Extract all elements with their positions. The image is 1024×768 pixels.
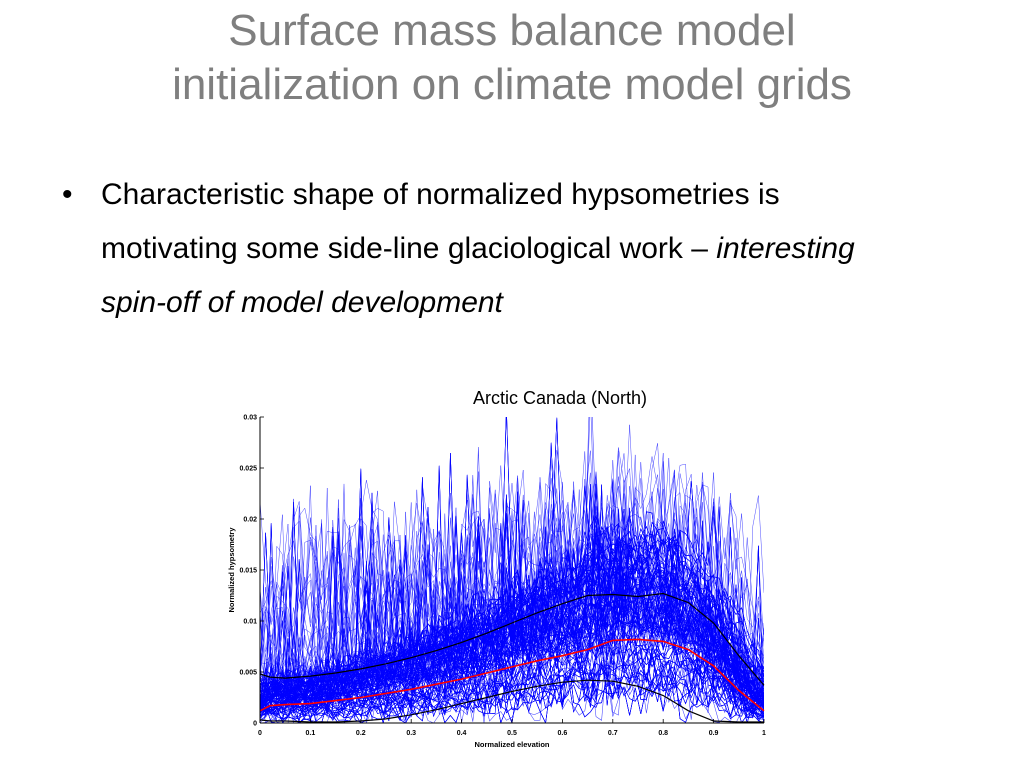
individual-hypsometry-curve — [260, 649, 764, 723]
y-tick-label: 0.03 — [243, 415, 257, 422]
individual-hypsometry-curve — [260, 447, 764, 703]
x-axis-label: Normalized elevation — [474, 740, 549, 749]
x-tick-label: 1 — [762, 730, 766, 737]
y-tick-label: 0 — [253, 721, 257, 728]
individual-hypsometry-curve — [260, 450, 764, 705]
x-tick-label: 0.7 — [608, 730, 618, 737]
chart-axes: 0 0.1 0.2 0.3 0.4 0.5 0.6 0.7 0.8 0.9 1 0 0.005 0.01 0… — [227, 415, 766, 750]
individual-hypsometry-curve — [260, 471, 764, 702]
x-tick-label: 0.2 — [356, 730, 366, 737]
individual-hypsometry-curve — [260, 654, 764, 720]
upper-bound-line — [259, 592, 765, 686]
bullet-text-plain: Characteristic shape of normalized hypso… — [101, 178, 780, 265]
lower-bound-line — [259, 679, 764, 723]
individual-hypsometry-curve — [260, 500, 764, 709]
individual-hypsometry-curve — [260, 501, 764, 698]
y-tick-label: 0.015 — [239, 568, 257, 575]
y-tick-label: 0.01 — [243, 619, 257, 626]
x-tick-label: 0.8 — [658, 730, 668, 737]
x-tick-label: 0.4 — [457, 730, 467, 737]
hypsometry-chart: 0 0.1 0.2 0.3 0.4 0.5 0.6 0.7 0.8 0.9 1 0 0.005 0.01 0… — [227, 415, 766, 750]
y-tick-label: 0.025 — [239, 466, 257, 473]
individual-hypsometry-curve — [260, 596, 764, 722]
individual-hypsometry-curve — [260, 424, 764, 703]
individual-hypsometry-curve — [260, 473, 764, 702]
individual-hypsometry-curve — [260, 506, 764, 723]
slide-title: Surface mass balance model initializatio… — [40, 4, 984, 112]
individual-hypsometry-curve — [260, 480, 764, 700]
individual-hypsometry-curve — [260, 487, 764, 699]
individual-hypsometry-curve — [260, 468, 764, 706]
y-tick-label: 0.02 — [243, 517, 257, 524]
individual-hypsometry-curve — [260, 523, 764, 723]
x-tick-label: 0.9 — [709, 730, 719, 737]
x-tick-label: 0.3 — [406, 730, 416, 737]
plot-area — [259, 417, 765, 723]
bullet-symbol: • — [62, 178, 73, 211]
individual-hypsometry-curve — [260, 486, 764, 705]
y-axis-label: Normalized hypsometry — [227, 527, 236, 613]
mean-hypsometry-line — [259, 638, 765, 712]
individual-hypsometry-curve — [260, 542, 764, 719]
x-tick-label: 0.6 — [558, 730, 568, 737]
slide-title-line-2: initialization on climate model grids — [172, 60, 852, 109]
bullet-text-italic: interesting spin-off of model developmen… — [101, 232, 855, 319]
x-tick-label: 0.5 — [507, 730, 517, 737]
y-tick-label: 0.005 — [239, 670, 257, 677]
slide-title-line-1: Surface mass balance model — [228, 6, 796, 55]
individual-hypsometry-curve — [260, 443, 764, 706]
individual-hypsometry-curve — [260, 499, 764, 703]
individual-hypsometry-curve — [260, 507, 764, 693]
individual-hypsometry-curve — [260, 493, 764, 716]
x-tick-label: 0.1 — [306, 730, 316, 737]
individual-hypsometry-curve — [260, 500, 764, 703]
plot-clip-group — [260, 417, 764, 723]
x-tick-label: 0 — [258, 730, 262, 737]
individual-hypsometry-curve — [260, 465, 764, 699]
chart-title: Arctic Canada (North) — [472, 388, 648, 408]
individual-hypsometry-curve — [260, 520, 764, 720]
bullet-text: Characteristic shape of normalized hypso… — [101, 168, 891, 330]
